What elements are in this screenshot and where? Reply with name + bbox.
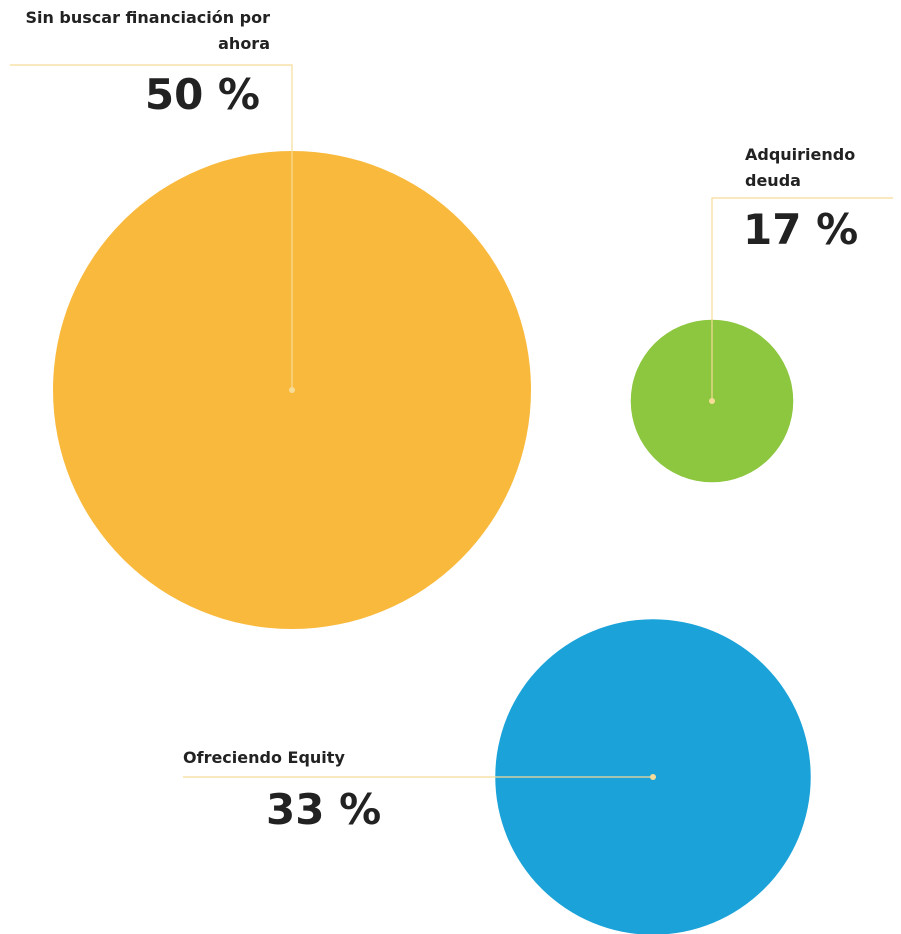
- category-label: Sin buscar financiación por ahora: [25, 8, 270, 53]
- value-label: 33 %: [266, 785, 382, 834]
- leader-line: [711, 197, 893, 401]
- leader-line: [10, 64, 293, 390]
- leader-dot: [289, 387, 295, 393]
- value-label: 17 %: [743, 205, 859, 254]
- value-label: 50 %: [144, 70, 260, 119]
- leader-dot: [709, 398, 715, 404]
- category-label: Ofreciendo Equity: [183, 748, 345, 767]
- leader-dot: [650, 774, 656, 780]
- category-label: Adquiriendo deuda: [745, 145, 856, 190]
